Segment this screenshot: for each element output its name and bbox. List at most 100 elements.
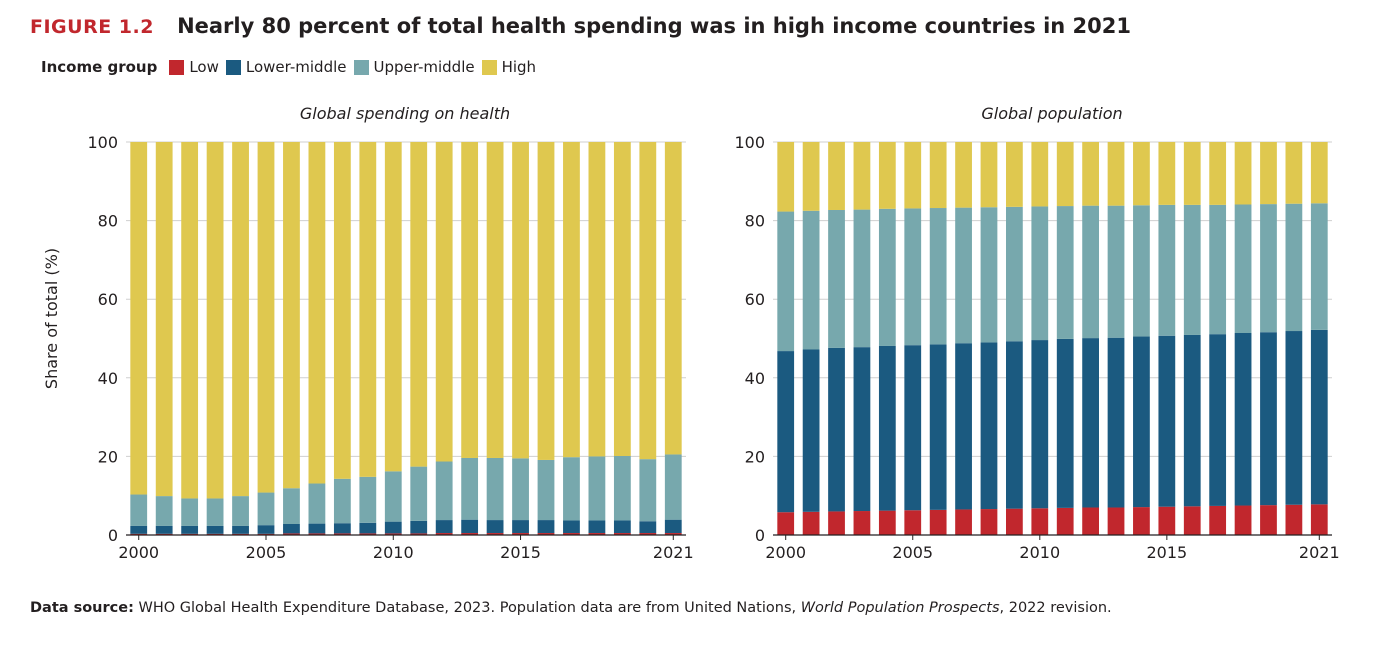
panel1-bar-2009-upper-middle	[359, 476, 377, 523]
panel1-bar-2003-lower-middle	[206, 525, 224, 534]
panel2-bar-2005-lower-middle	[904, 345, 922, 511]
panel2-bar-2010-upper-middle	[1031, 206, 1049, 341]
panel2-bar-2010-high	[1031, 142, 1049, 207]
data-source-label: Data source:	[30, 600, 134, 616]
panel1-bar-2013-low	[461, 533, 479, 535]
panel2-bar-2004-low	[878, 510, 896, 535]
panel2-bar-2000-high	[777, 142, 795, 212]
legend-label-high: High	[501, 58, 537, 76]
panel2-bar-2002-upper-middle	[828, 209, 845, 348]
panel1-bar-2017-lower-middle	[563, 520, 580, 534]
panel2-bar-2018-upper-middle	[1234, 204, 1252, 333]
panel2-bar-2008-lower-middle	[980, 342, 998, 510]
panel1-xtick-2010: 2010	[373, 543, 414, 562]
panel1-bar-2015-lower-middle	[512, 520, 529, 534]
panel2-bar-2009-low	[1006, 508, 1023, 535]
panel2-bar-2021-low	[1310, 504, 1328, 535]
panel2-bar-2020-low	[1285, 504, 1303, 535]
panel2-bar-2013-high	[1107, 142, 1125, 206]
panel1-bar-2009-lower-middle	[359, 522, 377, 534]
panel2-bar-2015-low	[1158, 506, 1176, 535]
panel1-bar-2015-high	[512, 142, 529, 459]
panel2-bar-2020-high	[1285, 142, 1303, 204]
panel1-bar-2002-high	[181, 142, 199, 499]
panel1-bar-2015-low	[512, 533, 529, 535]
panel2-ytick-20: 20	[745, 447, 765, 466]
panel1-bar-2008-lower-middle	[333, 523, 351, 534]
panel1-bar-2004-lower-middle	[232, 525, 249, 534]
panel1-bar-2004-upper-middle	[232, 496, 249, 526]
panel1-bar-2006-high	[283, 142, 300, 489]
panel1-bar-2013-upper-middle	[461, 457, 479, 520]
panel2-bar-2019-upper-middle	[1260, 204, 1277, 333]
panel2-bar-2006-lower-middle	[929, 344, 947, 510]
panel2-bar-2007-lower-middle	[955, 343, 972, 510]
panel2-bar-2015-lower-middle	[1158, 335, 1176, 507]
panel2-bar-2013-upper-middle	[1107, 205, 1125, 338]
panel2-bar-2007-high	[955, 142, 972, 208]
panel1-bar-2001-high	[155, 142, 173, 497]
panel2-bar-2003-high	[853, 142, 871, 210]
panel2-bar-2016-low	[1183, 506, 1201, 535]
panel2-ytick-60: 60	[745, 290, 765, 309]
panel2-xtick-2021: 2021	[1299, 543, 1340, 562]
panel2-bar-2009-high	[1006, 142, 1023, 207]
panel2-bar-2001-low	[802, 511, 820, 535]
panel1-bar-2016-high	[537, 142, 555, 460]
panel1-bar-2008-high	[333, 142, 351, 479]
panel2-bar-2016-upper-middle	[1183, 204, 1201, 335]
figure-title: Nearly 80 percent of total health spendi…	[177, 14, 1132, 38]
panel2-bar-2004-upper-middle	[878, 208, 896, 346]
panel2-bar-2007-low	[955, 509, 972, 535]
panel1-ytick-40: 40	[98, 369, 118, 388]
legend-item-low: Low	[169, 58, 219, 76]
panel2-title: Global population	[981, 104, 1122, 123]
panel1-xtick-2000: 2000	[118, 543, 159, 562]
panel2-bar-2017-high	[1209, 142, 1227, 205]
panel1-bar-2007-high	[308, 142, 326, 484]
panel1-bar-2007-low	[308, 533, 326, 535]
panel2-bar-2014-high	[1133, 142, 1150, 206]
panel1-bar-2020-low	[639, 533, 657, 535]
panel1-bar-2011-low	[410, 533, 428, 535]
panel1-bar-2019-upper-middle	[613, 456, 631, 521]
panel1-bar-2004-high	[232, 142, 249, 497]
panel2-ytick-80: 80	[745, 212, 765, 231]
panel1-bar-2019-lower-middle	[613, 520, 631, 534]
panel2-bar-2002-high	[828, 142, 845, 210]
panel1-bar-2017-low	[563, 533, 580, 535]
panel2-bar-2000-low	[777, 512, 795, 535]
panel2-bar-2019-high	[1260, 142, 1277, 205]
panel1-bar-2012-lower-middle	[435, 520, 453, 534]
legend-swatch-low	[169, 59, 185, 75]
panel1-bar-2012-high	[435, 142, 453, 462]
panel2-bar-2013-low	[1107, 507, 1125, 535]
panel1-ytick-100: 100	[87, 133, 118, 152]
panel1-bar-2010-lower-middle	[384, 521, 402, 534]
panel1-bar-2019-low	[613, 533, 631, 535]
panel1-bar-2008-upper-middle	[333, 478, 351, 524]
panel1-ytick-60: 60	[98, 290, 118, 309]
panel2-bar-2017-upper-middle	[1209, 204, 1227, 335]
panel1-ylabel: Share of total (%)	[42, 248, 61, 389]
panel1-bar-2007-upper-middle	[308, 483, 326, 524]
panel2-bar-2018-lower-middle	[1234, 332, 1252, 506]
panel2-bar-2021-high	[1310, 142, 1328, 204]
panel2-bar-2011-lower-middle	[1056, 338, 1074, 508]
panel1-title: Global spending on health	[300, 104, 510, 123]
figure-header: FIGURE 1.2 Nearly 80 percent of total he…	[30, 14, 1131, 38]
panel2-bar-2019-low	[1260, 505, 1277, 535]
panel2-bar-2009-lower-middle	[1006, 341, 1023, 509]
panel1-bar-2002-lower-middle	[181, 525, 199, 534]
panel1-bar-2000-upper-middle	[130, 494, 148, 526]
panel1-bar-2016-lower-middle	[537, 520, 555, 534]
panel1-bar-2014-low	[486, 533, 504, 535]
panel1-bar-2014-lower-middle	[486, 520, 504, 534]
panel1-bar-2014-upper-middle	[486, 457, 504, 521]
panel1-ytick-20: 20	[98, 447, 118, 466]
legend-label-low: Low	[189, 58, 219, 76]
panel2-bar-2008-low	[980, 509, 998, 535]
panel1-ytick-80: 80	[98, 212, 118, 231]
panel1-xtick-2021: 2021	[653, 543, 694, 562]
legend-title: Income group	[41, 58, 158, 76]
